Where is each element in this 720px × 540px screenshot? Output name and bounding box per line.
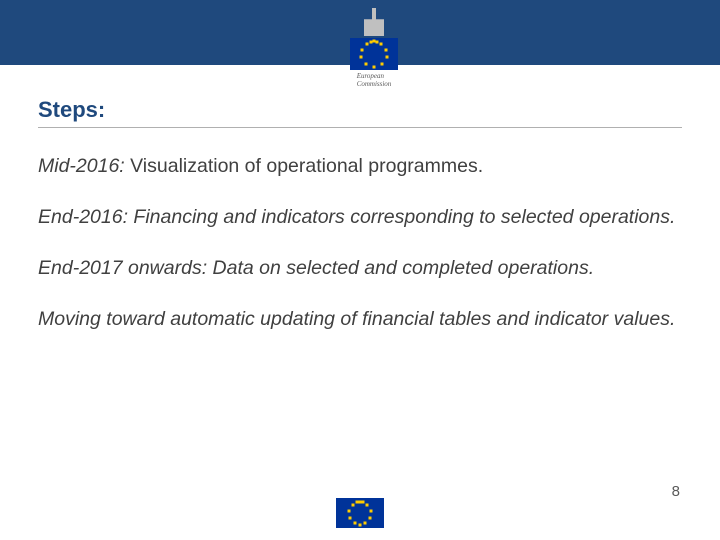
paragraph-1: Mid-2016: Visualization of operational p…: [38, 154, 682, 179]
footer-flag-stars: [348, 501, 372, 525]
logo-line2: Commission: [357, 80, 392, 88]
paragraph-4: Moving toward automatic updating of fina…: [38, 307, 682, 332]
para3-rest: Data on selected and completed operation…: [207, 257, 594, 279]
header-bar: European Commission: [0, 0, 720, 65]
flag-stars: [360, 40, 388, 68]
page-title: Steps:: [38, 97, 682, 128]
para2-lead: End-2016:: [38, 206, 128, 228]
logo-org-text: European Commission: [357, 73, 392, 88]
para3-lead: End-2017 onwards:: [38, 257, 207, 279]
content-area: Steps: Mid-2016: Visualization of operat…: [0, 65, 720, 332]
ec-logo: European Commission: [340, 0, 408, 96]
paragraph-3: End-2017 onwards: Data on selected and c…: [38, 256, 682, 281]
eu-flag-icon: [350, 38, 398, 70]
logo-building-icon: [364, 8, 384, 36]
para1-rest: Visualization of operational programmes.: [125, 155, 483, 177]
para1-lead: Mid-2016:: [38, 155, 125, 177]
paragraph-2: End-2016: Financing and indicators corre…: [38, 205, 682, 230]
para2-rest: Financing and indicators corresponding t…: [128, 206, 675, 228]
page-number: 8: [672, 483, 680, 500]
para4-rest: Moving toward automatic updating of fina…: [38, 308, 675, 330]
body-text: Mid-2016: Visualization of operational p…: [38, 154, 682, 332]
footer-eu-flag-icon: [336, 498, 384, 528]
